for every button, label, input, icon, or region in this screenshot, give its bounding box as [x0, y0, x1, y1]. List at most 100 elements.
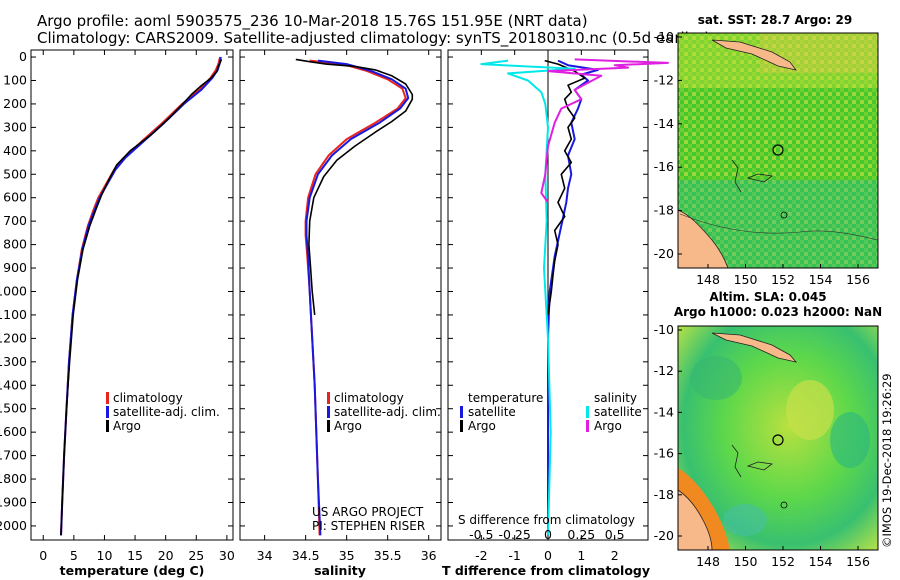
s-tick-label: -0.5: [469, 527, 493, 542]
depth-tick-label: 2000: [0, 518, 27, 533]
x-tick-label: 0: [39, 548, 47, 563]
legend-swatch-s-argo: [586, 420, 589, 432]
legend-swatch-climatology: [327, 392, 330, 404]
map-x-tick-label: 156: [846, 272, 870, 287]
depth-tick-label: 1400: [0, 377, 27, 392]
legend-argo: Argo: [113, 419, 141, 433]
x-tick-label: -1: [508, 548, 520, 563]
depth-tick-label: 100: [3, 72, 27, 87]
map-y-tick-label: -10: [654, 29, 674, 44]
depth-tick-label: 800: [3, 237, 27, 252]
depth-tick-label: 400: [3, 143, 27, 158]
depth-tick-label: 600: [3, 190, 27, 205]
legend-satellite-adj: satellite-adj. clim.: [113, 405, 220, 419]
x-tick-label: 30: [219, 548, 235, 563]
pi-annotation: PI: STEPHEN RISER: [312, 519, 425, 533]
project-annotation: US ARGO PROJECT: [312, 505, 424, 519]
depth-tick-label: 300: [3, 119, 27, 134]
legend-s-argo: Argo: [594, 419, 622, 433]
copyright-stamp: ©IMOS 19-Dec-2018 19:26:29: [880, 373, 894, 548]
s-tick-label: 0: [544, 527, 552, 542]
depth-tick-label: 500: [3, 166, 27, 181]
depth-tick-label: 1700: [0, 448, 27, 463]
map-x-tick-label: 150: [734, 272, 758, 287]
map-y-tick-label: -16: [654, 446, 674, 461]
difference-panel: -2 -1 0 1 2 -0.5 -0.25 0 0.25 0.5: [447, 49, 669, 563]
map-y-tick-label: -18: [654, 487, 674, 502]
depth-axis: 0 100 200 300 400 500 600 700 800 900 1000 1100 1200…: [0, 49, 648, 533]
s-difference-label: S difference from climatology: [458, 513, 635, 527]
depth-tick-label: 1500: [0, 401, 27, 416]
x-tick-label: 10: [97, 548, 113, 563]
series-line-s-argo: [540, 58, 669, 203]
depth-tick-label: 1000: [0, 283, 27, 298]
legend-swatch-argo: [106, 420, 109, 432]
x-tick-label: 20: [158, 548, 174, 563]
map-y-tick-label: -16: [654, 159, 674, 174]
argo-location-marker: [772, 144, 784, 156]
series-line-satellite-adj-clim-: [305, 59, 410, 536]
map-y-tick-label: -14: [654, 116, 674, 131]
legend-s-satellite: satellite: [594, 405, 642, 419]
legend-swatch-argo: [327, 420, 330, 432]
x-tick-label: 36: [421, 548, 437, 563]
map-x-tick-label: 148: [696, 272, 720, 287]
legend-satellite-adj: satellite-adj. clim.: [334, 405, 441, 419]
map-x-tick-label: 154: [809, 554, 833, 569]
sst-map-title: sat. SST: 28.7 Argo: 29: [698, 13, 852, 27]
legend-argo: Argo: [334, 419, 362, 433]
map-x-tick-label: 156: [846, 554, 870, 569]
series-line-t-argo: [544, 59, 586, 316]
argo-location-marker: [772, 434, 784, 446]
salinity-legend: climatology satellite-adj. clim. Argo US…: [312, 391, 441, 533]
legend-swatch-satellite: [327, 406, 330, 418]
difference-legend: temperature satellite Argo salinity sate…: [458, 391, 642, 527]
map-y-tick-label: -12: [654, 72, 674, 87]
map-x-tick-label: 154: [809, 272, 833, 287]
depth-tick-label: 1200: [0, 330, 27, 345]
legend-swatch-t-satellite: [460, 406, 463, 418]
x-tick-label: 1: [577, 548, 585, 563]
depth-tick-label: 1800: [0, 471, 27, 486]
depth-tick-label: 200: [3, 96, 27, 111]
depth-tick-label: 1600: [0, 424, 27, 439]
series-line-argo: [60, 59, 223, 536]
x-tick-label: 35.5: [374, 548, 402, 563]
legend-swatch-t-argo: [460, 420, 463, 432]
sla-map-title-1: Altim. SLA: 0.045: [709, 290, 826, 304]
depth-tick-label: 900: [3, 260, 27, 275]
depth-tick-label: 700: [3, 213, 27, 228]
legend-t-satellite: satellite: [468, 405, 516, 419]
figure-title-line-2: Climatology: CARS2009. Satellite-adjuste…: [37, 29, 711, 47]
salinity-axis-label: salinity: [314, 563, 366, 578]
x-tick-label: 35: [339, 548, 355, 563]
sst-field: [678, 33, 878, 268]
x-tick-label: 5: [70, 548, 78, 563]
figure-title-line-1: Argo profile: aoml 5903575_236 10-Mar-20…: [37, 12, 588, 30]
australia-coast-top: [677, 209, 729, 269]
png-coast-top: [711, 39, 797, 71]
t-difference-axis-label: T difference from climatology: [442, 563, 650, 578]
legend-climatology: climatology: [334, 391, 404, 405]
png-coast-bottom: [711, 332, 798, 363]
depth-tick-label: 1900: [0, 494, 27, 509]
map-y-tick-label: -10: [654, 322, 674, 337]
temperature-axis-label: temperature (deg C): [60, 563, 205, 578]
legend-swatch-s-satellite: [586, 406, 589, 418]
x-tick-label: -2: [475, 548, 487, 563]
map-x-tick-label: 152: [771, 554, 795, 569]
sla-map: Altim. SLA: 0.045 Argo h1000: 0.023 h200…: [654, 290, 883, 569]
x-tick-label: 0: [544, 548, 552, 563]
legend-climatology: climatology: [113, 391, 183, 405]
map-x-tick-label: 152: [771, 272, 795, 287]
map-y-tick-label: -20: [654, 528, 674, 543]
x-tick-label: 25: [188, 548, 204, 563]
map-x-tick-label: 150: [734, 554, 758, 569]
depth-tick-label: 1300: [0, 354, 27, 369]
x-tick-label: 34.5: [292, 548, 320, 563]
salinity-panel: 34 34.5 35 35.5 36: [239, 49, 442, 563]
s-tick-label: 0.5: [605, 527, 625, 542]
legend-t-argo: Argo: [468, 419, 496, 433]
australia-coast-bottom: [677, 489, 713, 551]
